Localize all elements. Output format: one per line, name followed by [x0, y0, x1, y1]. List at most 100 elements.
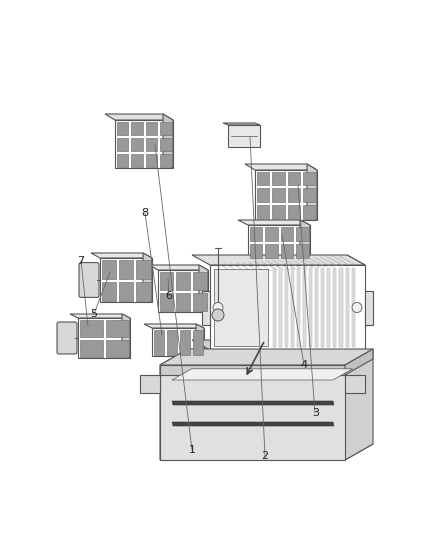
Bar: [214, 269, 268, 346]
Polygon shape: [100, 258, 152, 302]
Bar: [106, 340, 128, 357]
Polygon shape: [115, 120, 173, 168]
Bar: [339, 268, 343, 347]
Bar: [303, 268, 306, 347]
Polygon shape: [347, 255, 365, 350]
Bar: [257, 205, 269, 219]
Bar: [192, 329, 202, 354]
Bar: [265, 244, 278, 257]
Bar: [136, 281, 151, 301]
Bar: [160, 154, 172, 166]
Bar: [250, 244, 262, 257]
Polygon shape: [160, 349, 373, 365]
Bar: [180, 329, 190, 354]
Bar: [352, 268, 355, 347]
Polygon shape: [172, 422, 334, 426]
Polygon shape: [238, 220, 310, 225]
Polygon shape: [140, 375, 160, 393]
Bar: [166, 329, 177, 354]
Bar: [131, 122, 142, 134]
Polygon shape: [223, 123, 260, 125]
Bar: [131, 138, 142, 150]
Circle shape: [352, 303, 362, 312]
Polygon shape: [248, 225, 310, 259]
Polygon shape: [160, 365, 345, 460]
Polygon shape: [160, 444, 373, 460]
Polygon shape: [255, 170, 317, 220]
Bar: [117, 154, 128, 166]
Polygon shape: [160, 365, 345, 375]
Bar: [176, 271, 190, 289]
Bar: [303, 172, 315, 185]
Bar: [272, 205, 285, 219]
Polygon shape: [228, 125, 260, 147]
Bar: [333, 268, 336, 347]
Bar: [303, 205, 315, 219]
Polygon shape: [163, 114, 173, 168]
Bar: [321, 268, 324, 347]
Polygon shape: [196, 324, 204, 356]
Bar: [117, 138, 128, 150]
Text: 6: 6: [165, 291, 172, 301]
Bar: [297, 268, 300, 347]
Polygon shape: [345, 375, 365, 393]
Bar: [315, 268, 318, 347]
Polygon shape: [172, 401, 334, 405]
Bar: [160, 122, 172, 134]
Bar: [80, 340, 102, 357]
Bar: [280, 227, 293, 240]
Polygon shape: [143, 253, 152, 302]
Polygon shape: [307, 164, 317, 220]
Bar: [102, 281, 116, 301]
Bar: [257, 172, 269, 185]
Polygon shape: [172, 369, 353, 380]
FancyBboxPatch shape: [57, 322, 77, 354]
Polygon shape: [300, 220, 310, 259]
Bar: [102, 260, 116, 279]
Bar: [136, 260, 151, 279]
Polygon shape: [158, 270, 208, 312]
FancyBboxPatch shape: [79, 263, 99, 297]
Bar: [193, 293, 206, 311]
Text: 3: 3: [312, 408, 319, 418]
Bar: [287, 172, 300, 185]
Bar: [265, 227, 278, 240]
Bar: [145, 154, 157, 166]
Bar: [159, 293, 173, 311]
Polygon shape: [345, 349, 373, 375]
Bar: [160, 138, 172, 150]
Bar: [106, 319, 128, 336]
Bar: [250, 227, 262, 240]
Text: 1: 1: [189, 446, 196, 455]
Bar: [117, 122, 128, 134]
Polygon shape: [144, 324, 204, 328]
Text: 2: 2: [261, 451, 268, 461]
Bar: [145, 138, 157, 150]
Polygon shape: [160, 349, 188, 460]
Bar: [257, 188, 269, 202]
Bar: [309, 268, 312, 347]
Bar: [296, 227, 308, 240]
Bar: [346, 268, 349, 347]
Circle shape: [213, 303, 223, 312]
Text: 7: 7: [78, 256, 85, 266]
Bar: [272, 172, 285, 185]
Text: 5: 5: [91, 310, 98, 319]
Bar: [119, 281, 133, 301]
Polygon shape: [91, 253, 152, 258]
Bar: [279, 268, 282, 347]
Bar: [145, 122, 157, 134]
Bar: [272, 268, 276, 347]
Bar: [153, 329, 163, 354]
Bar: [272, 188, 285, 202]
Bar: [327, 268, 330, 347]
Polygon shape: [199, 265, 208, 312]
Bar: [176, 293, 190, 311]
Polygon shape: [152, 328, 204, 356]
Text: 8: 8: [141, 208, 148, 218]
Bar: [159, 271, 173, 289]
Bar: [280, 244, 293, 257]
Circle shape: [212, 309, 224, 321]
Polygon shape: [105, 114, 173, 120]
Polygon shape: [122, 314, 130, 358]
